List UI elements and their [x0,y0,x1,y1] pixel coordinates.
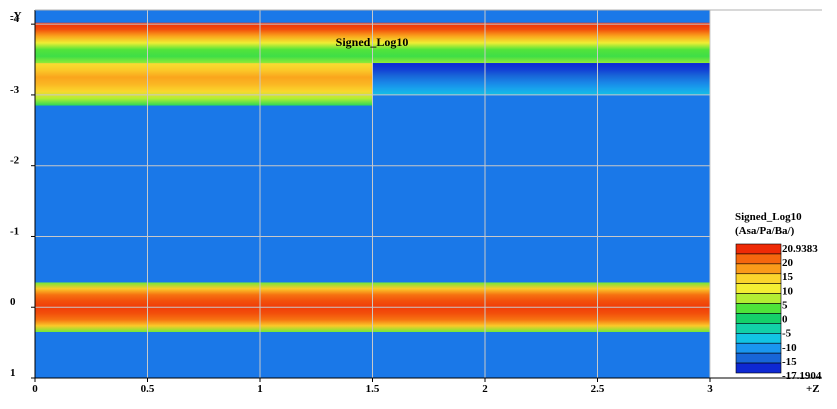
colorbar-swatch [735,253,782,265]
x-tick-label: 1 [257,383,263,395]
heatmap-region [372,63,710,95]
chart-title: Signed_Log10 [336,35,409,49]
colorbar-label: 0 [782,314,788,326]
x-tick-label: 0.5 [141,383,155,395]
x-tick-label: 3 [707,383,713,395]
colorbar-label: -5 [782,328,792,340]
colorbar-swatch [735,303,782,314]
colorbar-label: -17.1904 [782,370,822,382]
x-tick-label: 2 [482,383,488,395]
y-tick-label: -2 [10,155,20,167]
colorbar-swatch [735,283,782,294]
colorbar-swatch [735,243,782,255]
y-tick-label: -4 [10,13,20,25]
colorbar-label: -10 [782,342,797,354]
colorbar-label: 10 [782,285,794,297]
colorbar-swatch [735,352,782,364]
x-tick-label: 2.5 [591,383,605,395]
colorbar-label: 5 [782,299,788,311]
colorbar-swatch [735,333,782,344]
colorbar-label: 15 [782,271,794,283]
colorbar-swatch [735,323,782,334]
y-tick-label: -3 [10,84,20,96]
colorbar-swatch [735,313,782,324]
colorbar-swatch [735,263,782,275]
y-tick-label: 1 [10,367,16,379]
heatmap-region [35,63,373,106]
colorbar-label: 20.9383 [782,243,818,255]
colorbar-units: (Asa/Pa/Ba/) [735,225,795,237]
x-axis-label: +Z [806,383,820,395]
colorbar-swatch [735,362,782,374]
colorbar-label: 20 [782,257,794,269]
colorbar-swatch [735,293,782,304]
colorbar-swatch [735,342,782,354]
colorbar-title: Signed_Log10 [735,211,802,223]
y-tick-label: 0 [10,296,16,308]
y-axis-label: -Y [10,10,22,22]
x-tick-label: 0 [32,383,38,395]
x-tick-label: 1.5 [366,383,380,395]
y-tick-label: -1 [10,225,19,237]
colorbar-label: -15 [782,356,797,368]
colorbar-swatch [735,273,782,284]
